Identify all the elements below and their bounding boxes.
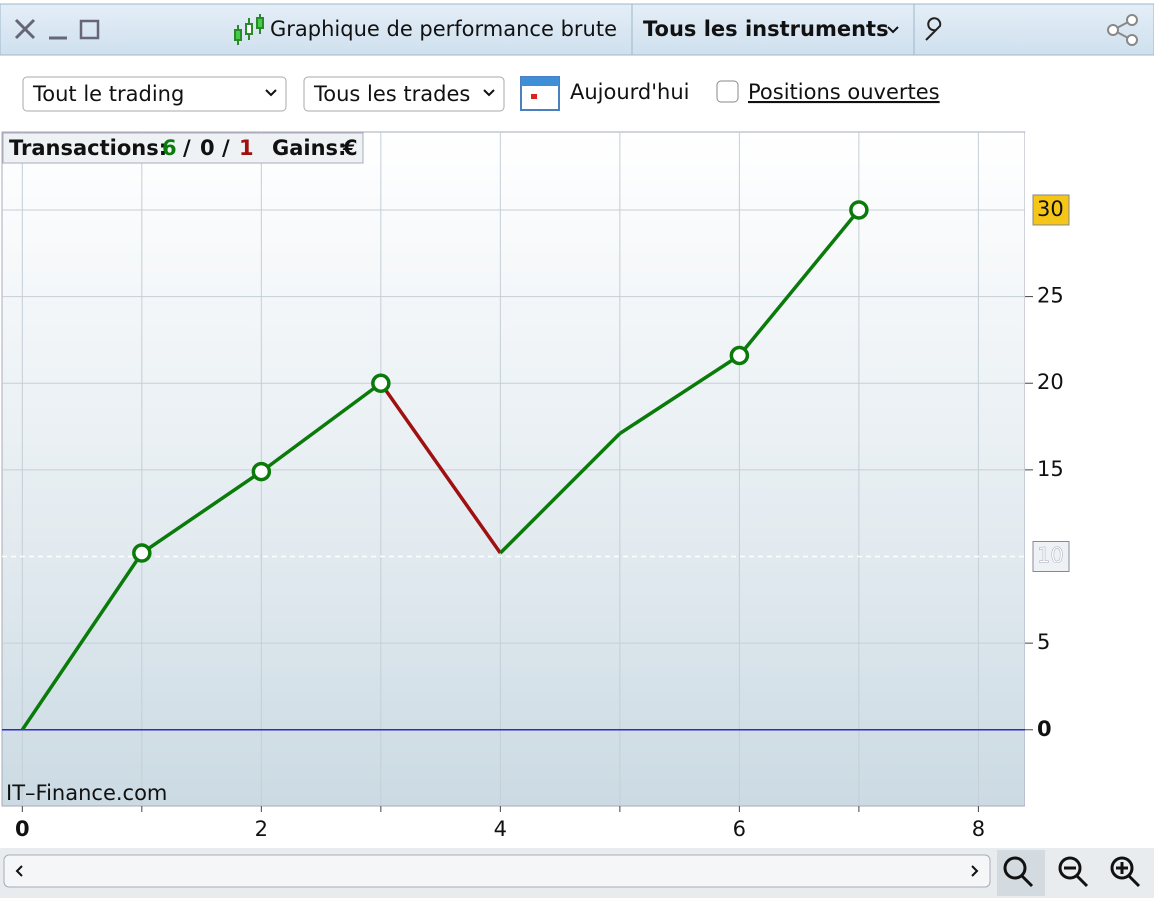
date-button[interactable]: Aujourd'hui — [570, 80, 690, 104]
scope-select[interactable]: Tout le trading — [22, 76, 287, 112]
select-text: Tout le trading — [32, 82, 184, 106]
currency: € — [342, 136, 358, 160]
point-marker — [729, 345, 750, 366]
checkbox[interactable] — [716, 80, 739, 103]
summary-box — [2, 132, 364, 164]
point-marker — [132, 543, 152, 563]
summary: Transactions: 6 / 0 / 1 Gains: € — [9, 136, 358, 160]
point-marker — [849, 200, 869, 220]
share-button[interactable] — [1107, 14, 1138, 46]
wins: 6 — [162, 136, 177, 160]
line-segment — [20, 552, 144, 731]
checkbox-label[interactable]: Positions ouvertes — [748, 80, 940, 104]
x-tick-label: 8 — [972, 817, 985, 841]
y-tick-label: 20 — [1037, 370, 1064, 394]
separator: / — [183, 136, 191, 160]
y-axis-panel — [1025, 132, 1154, 848]
line-segment — [618, 354, 741, 435]
trades-select[interactable]: Tous les trades — [303, 76, 505, 112]
y-tick-label: 15 — [1037, 457, 1064, 481]
line-segment — [379, 382, 502, 555]
neutral: 0 — [200, 136, 215, 160]
reference-label-box — [1032, 540, 1070, 572]
line-segment — [260, 381, 382, 474]
point-marker — [251, 461, 272, 482]
y-tick-label: 25 — [1037, 284, 1064, 308]
watermark: IT–Finance.com — [6, 781, 167, 805]
separator: / — [222, 136, 230, 160]
settings-button[interactable] — [925, 17, 942, 41]
instrument-menu[interactable]: Tous les instruments — [643, 17, 889, 41]
summary-label: Transactions: — [9, 136, 167, 160]
calendar-icon[interactable] — [520, 76, 560, 111]
window-controls[interactable] — [14, 18, 100, 40]
scroll-arrows[interactable] — [15, 865, 979, 877]
last-value-label: 30 — [1037, 197, 1064, 221]
scrollbar[interactable] — [3, 854, 991, 888]
zoom-buttons[interactable] — [997, 850, 1141, 896]
window-title: Graphique de performance brute — [270, 17, 617, 41]
x-tick-label: 2 — [255, 817, 268, 841]
reference-label: 10 — [1037, 543, 1064, 567]
title-bar — [0, 3, 1154, 56]
chevron — [887, 26, 899, 34]
last-value-box — [1032, 194, 1070, 226]
select-text: Tous les trades — [313, 82, 470, 106]
line-segment — [738, 208, 861, 357]
candle-icon — [234, 14, 264, 45]
line-segment — [140, 470, 263, 555]
y-tick-label: 5 — [1037, 630, 1050, 654]
plot-area — [1, 131, 1026, 807]
x-tick-label: 4 — [494, 817, 507, 841]
x-tick-label: 0 — [15, 817, 30, 841]
losses: 1 — [239, 136, 254, 160]
y-tick-label: 0 — [1037, 717, 1052, 741]
x-tick-label: 6 — [733, 817, 746, 841]
line-segment — [499, 432, 622, 555]
summary-label: Gains: — [272, 136, 346, 160]
point-marker — [371, 373, 391, 393]
